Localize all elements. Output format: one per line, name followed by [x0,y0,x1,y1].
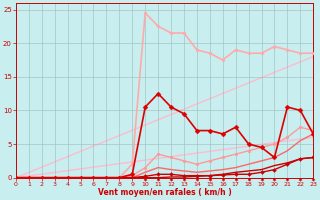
X-axis label: Vent moyen/en rafales ( km/h ): Vent moyen/en rafales ( km/h ) [98,188,231,197]
